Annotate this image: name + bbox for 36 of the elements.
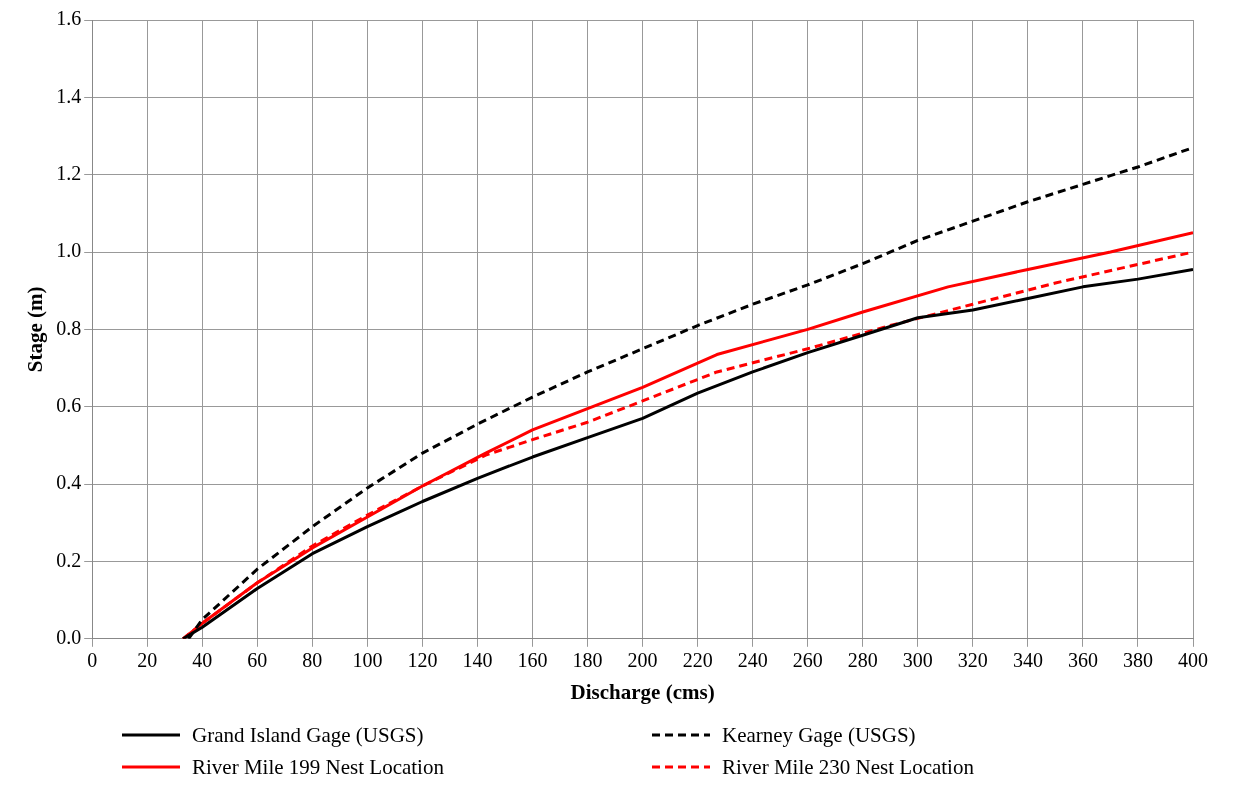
x-tick-label: 280 [847, 649, 878, 672]
legend-label: River Mile 230 Nest Location [722, 754, 974, 780]
x-tick-label: 300 [902, 649, 933, 672]
x-tick-label: 200 [627, 649, 658, 672]
x-tick-label: 20 [137, 649, 158, 672]
x-tick-label: 180 [572, 649, 603, 672]
y-tick-label: 0.2 [56, 548, 82, 571]
x-tick-label: 260 [792, 649, 823, 672]
x-tick-label: 100 [352, 649, 383, 672]
x-tick-label: 340 [1012, 649, 1043, 672]
legend-label: Grand Island Gage (USGS) [192, 722, 424, 748]
legend-label: Kearney Gage (USGS) [722, 722, 916, 748]
x-tick-label: 140 [462, 649, 493, 672]
x-tick-label: 60 [247, 649, 268, 672]
x-tick-label: 40 [192, 649, 213, 672]
x-tick-label: 240 [737, 649, 768, 672]
x-tick-label: 80 [302, 649, 323, 672]
x-tick-label: 380 [1122, 649, 1153, 672]
x-axis-title: Discharge (cms) [570, 679, 715, 704]
x-tick-label: 320 [957, 649, 988, 672]
y-tick-label: 0.6 [56, 394, 82, 416]
y-tick-label: 1.0 [56, 239, 82, 262]
x-tick-label: 220 [682, 649, 713, 672]
x-tick-label: 160 [517, 649, 548, 672]
y-tick-label: 0.4 [56, 471, 82, 494]
x-tick-label: 400 [1178, 649, 1208, 672]
legend-label: River Mile 199 Nest Location [192, 754, 444, 780]
y-tick-label: 1.2 [56, 161, 82, 184]
y-axis-title: Stage (m) [23, 286, 48, 373]
y-tick-label: 1.6 [56, 7, 82, 30]
y-tick-label: 0.8 [56, 316, 82, 339]
x-tick-label: 360 [1067, 649, 1098, 672]
y-tick-label: 0.0 [56, 626, 82, 649]
x-tick-label: 0 [87, 649, 98, 672]
y-tick-label: 1.4 [56, 84, 82, 107]
x-tick-label: 120 [407, 649, 438, 672]
